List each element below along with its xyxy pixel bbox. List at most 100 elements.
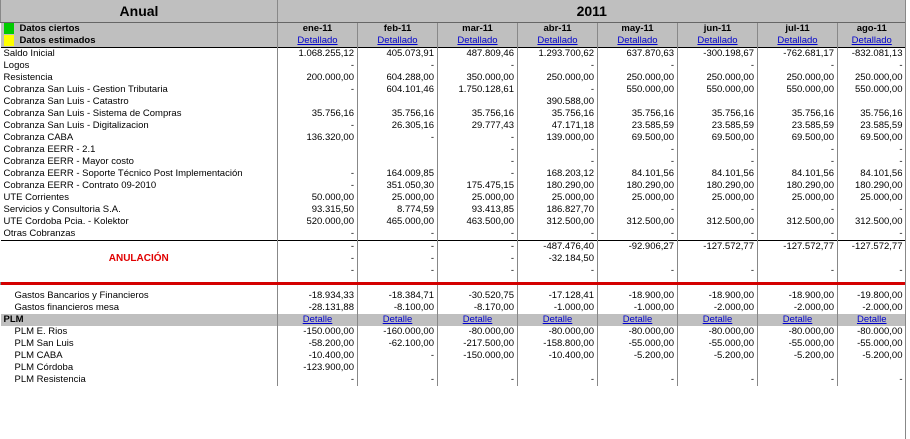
legend-estimated-label: Datos estimados — [19, 35, 96, 47]
value-cell: -300.198,67 — [677, 47, 758, 61]
value-cell: - — [277, 60, 358, 73]
value-cell — [357, 156, 438, 169]
value-cell: -1.000,00 — [597, 302, 678, 315]
detallado-link[interactable]: Detallado — [597, 35, 678, 48]
value-cell: -18.900,00 — [597, 290, 678, 303]
value-cell: 8.774,59 — [357, 204, 438, 217]
row-label: Cobranza San Luis - Catastro — [3, 96, 129, 108]
spacer-row — [1, 285, 906, 291]
value-cell: -2.000,00 — [837, 302, 906, 315]
month-header: jul-11 — [757, 22, 838, 36]
value-cell: - — [437, 240, 518, 254]
month-header: abr-11 — [517, 22, 598, 36]
empty-cell — [437, 277, 518, 283]
month-header: feb-11 — [357, 22, 438, 36]
value-cell: - — [277, 240, 358, 254]
table-row: Cobranza CABA 136.320,00- -139.000,00 69.50… — [1, 132, 906, 145]
value-cell: 164.009,85 — [357, 168, 438, 181]
value-cell — [677, 362, 758, 375]
detallado-link[interactable]: Detallado — [837, 35, 906, 48]
value-cell: - — [437, 253, 518, 266]
detallado-link[interactable]: Detallado — [357, 35, 438, 48]
detallado-link[interactable]: Detallado — [437, 35, 518, 48]
month-header: jun-11 — [677, 22, 758, 36]
detallado-link[interactable]: Detallado — [677, 35, 758, 48]
detallado-link[interactable]: Detallado — [517, 35, 598, 48]
value-cell: 26.305,16 — [357, 120, 438, 133]
detalle-link[interactable]: Detalle — [517, 314, 598, 327]
value-cell: 550.000,00 — [757, 84, 838, 97]
value-cell: - — [837, 374, 906, 387]
empty-cell — [677, 285, 758, 291]
row-label: Cobranza CABA — [3, 132, 74, 144]
value-cell: - — [837, 228, 906, 241]
value-cell: 350.000,00 — [437, 72, 518, 85]
detalle-link[interactable]: Detalle — [757, 314, 838, 327]
value-cell: 550.000,00 — [597, 84, 678, 97]
value-cell: -32.184,50 — [517, 253, 598, 266]
red-divider — [0, 282, 906, 286]
month-header-row: Datos ciertos ene-11 feb-11 mar-11 abr-11 may… — [0, 22, 906, 36]
row-label: PLM E. Rios — [14, 326, 68, 338]
value-cell: 84.101,56 — [837, 168, 906, 181]
value-cell: - — [757, 265, 838, 278]
value-cell: 35.756,16 — [677, 108, 758, 121]
row-label: Gastos Bancarios y Financieros — [14, 290, 149, 302]
empty-cell — [277, 277, 358, 283]
value-cell: -18.384,71 — [357, 290, 438, 303]
value-cell — [437, 96, 518, 109]
detalle-link[interactable]: Detalle — [677, 314, 758, 327]
detallado-link[interactable]: Detallado — [277, 35, 358, 48]
value-cell: - — [597, 156, 678, 169]
value-cell: -17.128,41 — [517, 290, 598, 303]
value-cell: -123.900,00 — [277, 362, 358, 375]
empty-cell — [757, 285, 838, 291]
value-cell: -2.000,00 — [677, 302, 758, 315]
next-column-edge — [905, 0, 910, 439]
value-cell: -80.000,00 — [677, 326, 758, 339]
row-label: Cobranza EERR - Soporte Técnico Post Imp… — [3, 168, 243, 180]
value-cell: -158.800,00 — [517, 338, 598, 351]
value-cell — [437, 362, 518, 375]
detallado-link[interactable]: Detallado — [757, 35, 838, 48]
value-cell: - — [677, 144, 758, 157]
value-cell: -150.000,00 — [437, 350, 518, 363]
value-cell: - — [677, 204, 758, 217]
detalle-link[interactable]: Detalle — [597, 314, 678, 327]
value-cell: - — [357, 350, 438, 363]
value-cell: - — [517, 265, 598, 278]
value-cell: 93.413,85 — [437, 204, 518, 217]
detalle-link[interactable]: Detalle — [437, 314, 518, 327]
value-cell — [837, 253, 906, 266]
table-row: Logos - - - - - - - - — [1, 60, 906, 73]
value-cell: - — [357, 253, 438, 266]
value-cell — [357, 144, 438, 157]
detalle-link[interactable]: Detalle — [837, 314, 906, 327]
legend-real: Datos ciertos — [0, 22, 278, 36]
value-cell: 23.585,59 — [837, 120, 906, 133]
table-row: Cobranza San Luis - Digitalizacion -26.30… — [1, 120, 906, 133]
value-cell: -10.400,00 — [517, 350, 598, 363]
value-cell: 200.000,00 — [277, 72, 358, 85]
plm-label: PLM — [0, 314, 278, 327]
value-cell: -58.200,00 — [277, 338, 358, 351]
detalle-link[interactable]: Detalle — [277, 314, 358, 327]
real-color-swatch — [3, 23, 14, 34]
value-cell: 69.500,00 — [597, 132, 678, 145]
value-cell — [357, 362, 438, 375]
empty-cell — [837, 285, 906, 291]
value-cell: -80.000,00 — [597, 326, 678, 339]
detalle-link[interactable]: Detalle — [357, 314, 438, 327]
value-cell: 405.073,91 — [357, 47, 438, 61]
value-cell: 390.588,00 — [517, 96, 598, 109]
anulacion-row: -------- — [1, 265, 906, 278]
value-cell: - — [677, 228, 758, 241]
row-label: Logos — [3, 60, 30, 72]
value-cell: 25.000,00 — [437, 192, 518, 205]
value-cell: - — [837, 156, 906, 169]
row-label: Gastos financieros mesa — [14, 302, 120, 314]
value-cell: -80.000,00 — [837, 326, 906, 339]
value-cell: 180.290,00 — [837, 180, 906, 193]
value-cell — [677, 96, 758, 109]
value-cell — [837, 96, 906, 109]
